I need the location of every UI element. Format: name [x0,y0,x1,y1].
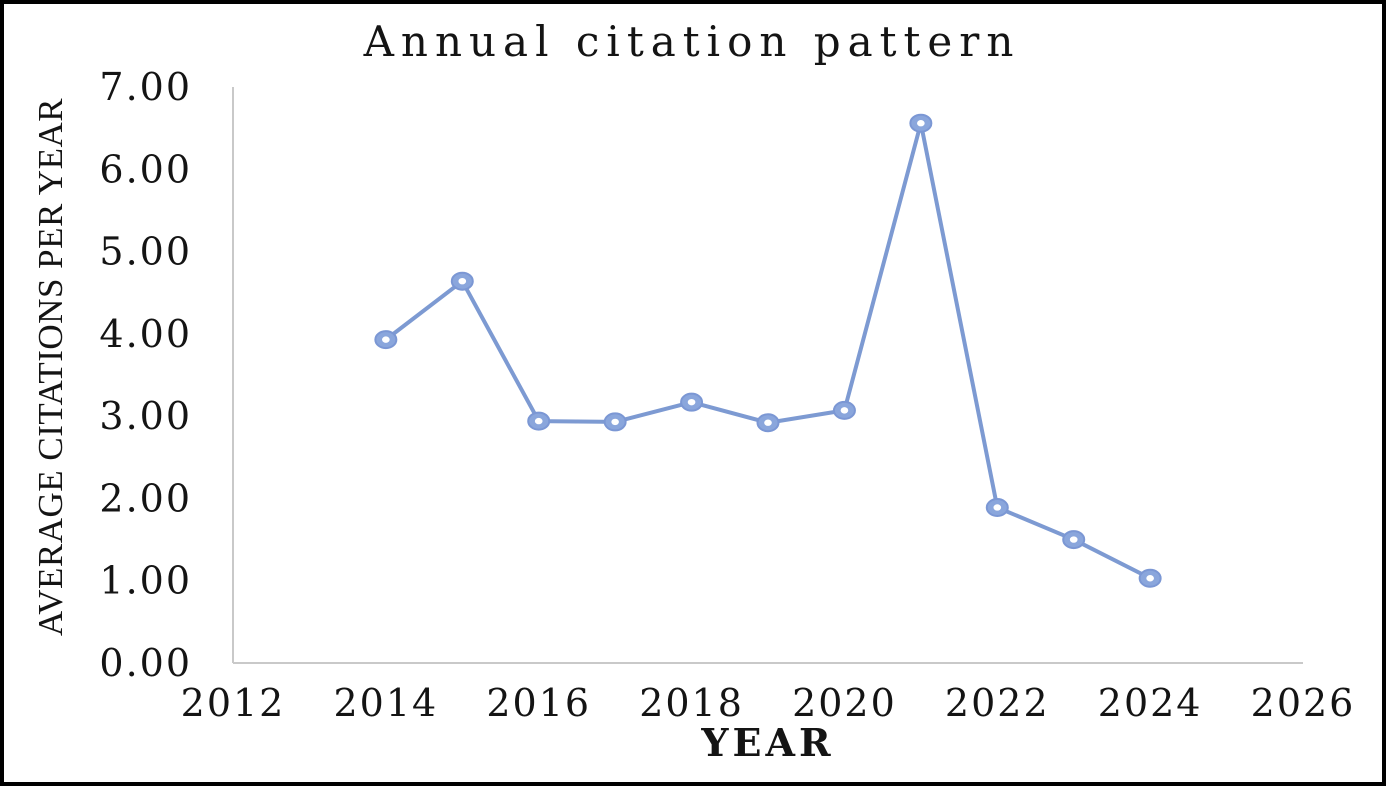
y-tick-label: 7.00 [99,65,192,109]
y-tick-label: 3.00 [99,394,192,438]
y-tick-label: 4.00 [99,312,192,356]
x-tick-label: 2016 [486,681,591,725]
x-tick-label: 2014 [333,681,438,725]
data-point-marker [680,392,704,412]
data-point-marker [832,400,856,420]
data-point-marker [450,271,474,291]
chart-title: Annual citation pattern [363,17,1021,66]
line-chart: Annual citation pattern AVERAGE CITATION… [31,17,1356,765]
y-tick-label: 1.00 [99,559,192,603]
y-axis-tick-labels: 0.00 1.00 2.00 3.00 4.00 5.00 6.00 7.00 [99,65,192,685]
y-tick-label: 6.00 [99,147,192,191]
x-tick-label: 2020 [792,681,897,725]
data-point-marker [985,497,1009,517]
y-tick-label: 5.00 [99,230,192,274]
y-tick-label: 2.00 [99,476,192,520]
x-tick-label: 2024 [1098,681,1203,725]
data-point-marker [909,113,933,133]
data-series [374,113,1162,588]
data-point-marker [1062,530,1086,550]
x-tick-label: 2026 [1251,681,1356,725]
x-tick-label: 2012 [181,681,286,725]
data-point-marker [603,412,627,432]
data-point-marker [756,413,780,433]
x-tick-label: 2022 [945,681,1050,725]
data-point-marker [374,330,398,350]
data-point-marker [527,411,551,431]
x-axis-tick-labels: 2012 2014 2016 2018 2020 2022 2024 2026 [181,681,1356,725]
series-line [383,121,1153,581]
x-tick-label: 2018 [639,681,744,725]
data-point-marker [1138,568,1162,588]
y-axis-title: AVERAGE CITATIONS PER YEAR [31,98,70,636]
x-axis-title: YEAR [700,720,834,765]
y-tick-label: 0.00 [99,641,192,685]
